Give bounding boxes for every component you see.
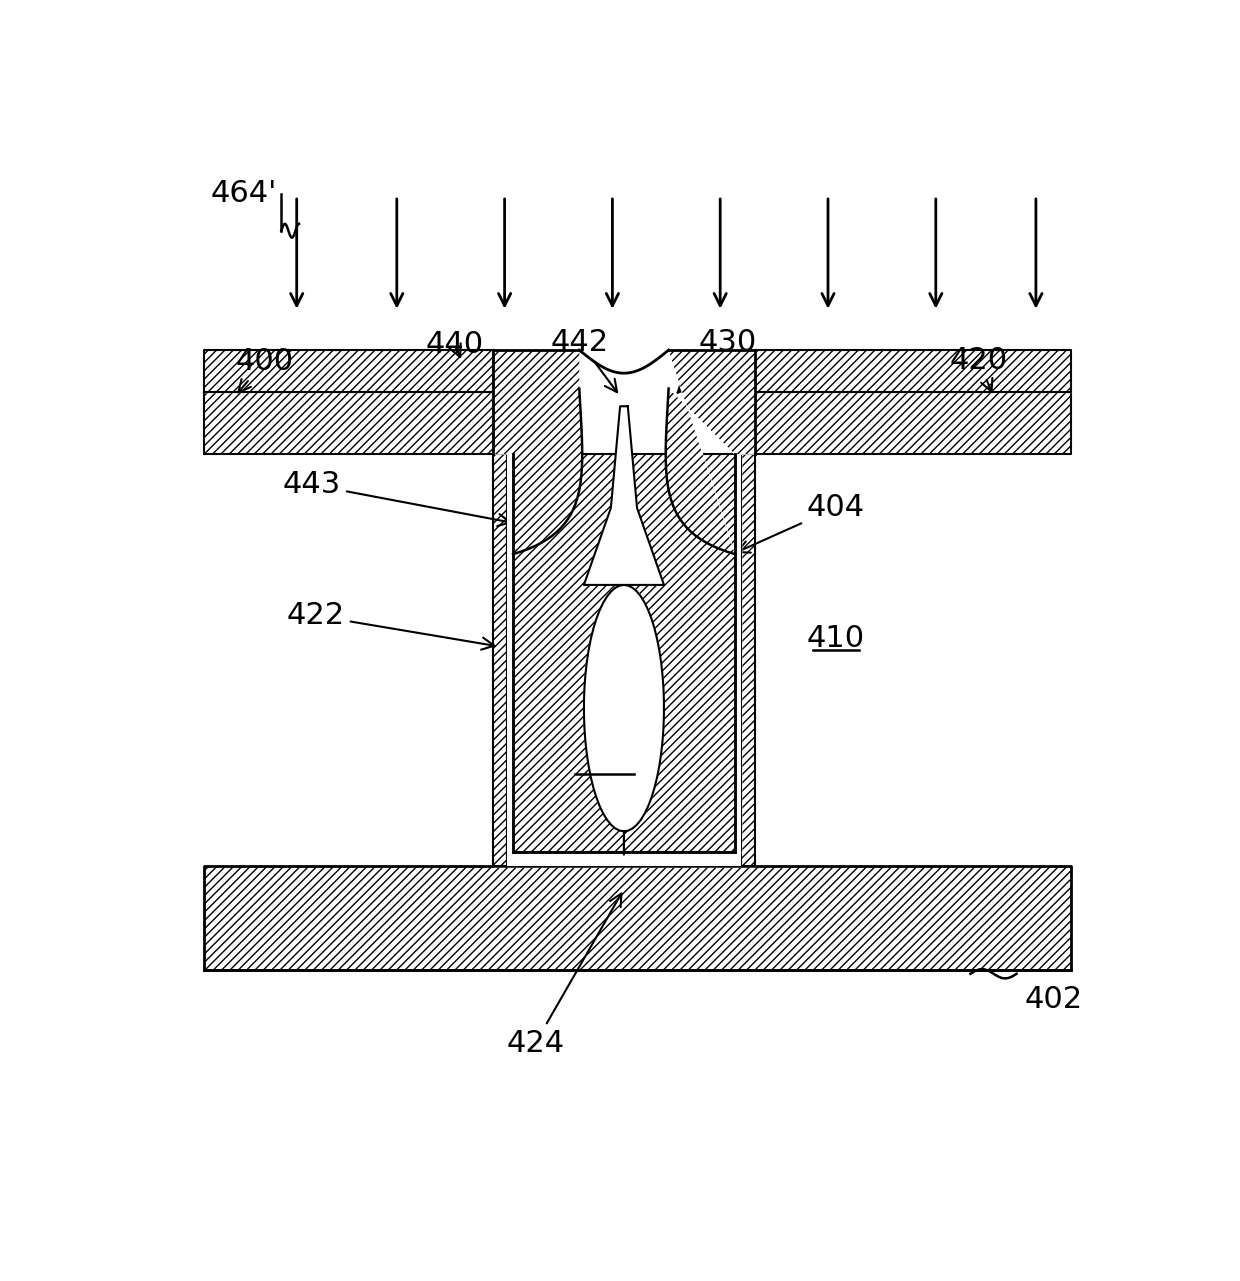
Polygon shape: [205, 866, 1070, 970]
Polygon shape: [666, 350, 755, 555]
Text: 410: 410: [807, 624, 864, 653]
Text: 404: 404: [737, 493, 864, 552]
Polygon shape: [507, 453, 742, 852]
Text: 420: 420: [949, 346, 1007, 392]
Polygon shape: [494, 453, 507, 866]
Text: 430: 430: [677, 328, 758, 393]
Polygon shape: [205, 392, 494, 453]
Text: 400: 400: [236, 347, 293, 392]
Polygon shape: [507, 852, 742, 866]
Text: 402: 402: [1024, 985, 1083, 1013]
Polygon shape: [205, 350, 494, 392]
Polygon shape: [755, 392, 1070, 453]
Polygon shape: [735, 453, 742, 852]
Polygon shape: [494, 350, 583, 555]
Text: 464': 464': [211, 179, 277, 209]
Text: 422: 422: [286, 601, 495, 649]
Polygon shape: [584, 406, 663, 854]
Polygon shape: [507, 852, 742, 866]
Text: 443: 443: [283, 470, 511, 526]
Polygon shape: [507, 453, 513, 852]
Text: 442: 442: [551, 328, 618, 392]
Polygon shape: [507, 453, 742, 852]
Text: 440: 440: [425, 330, 484, 359]
Polygon shape: [742, 453, 755, 866]
Text: 444: 444: [575, 748, 634, 776]
Polygon shape: [755, 350, 1070, 392]
Text: 424: 424: [506, 893, 621, 1058]
